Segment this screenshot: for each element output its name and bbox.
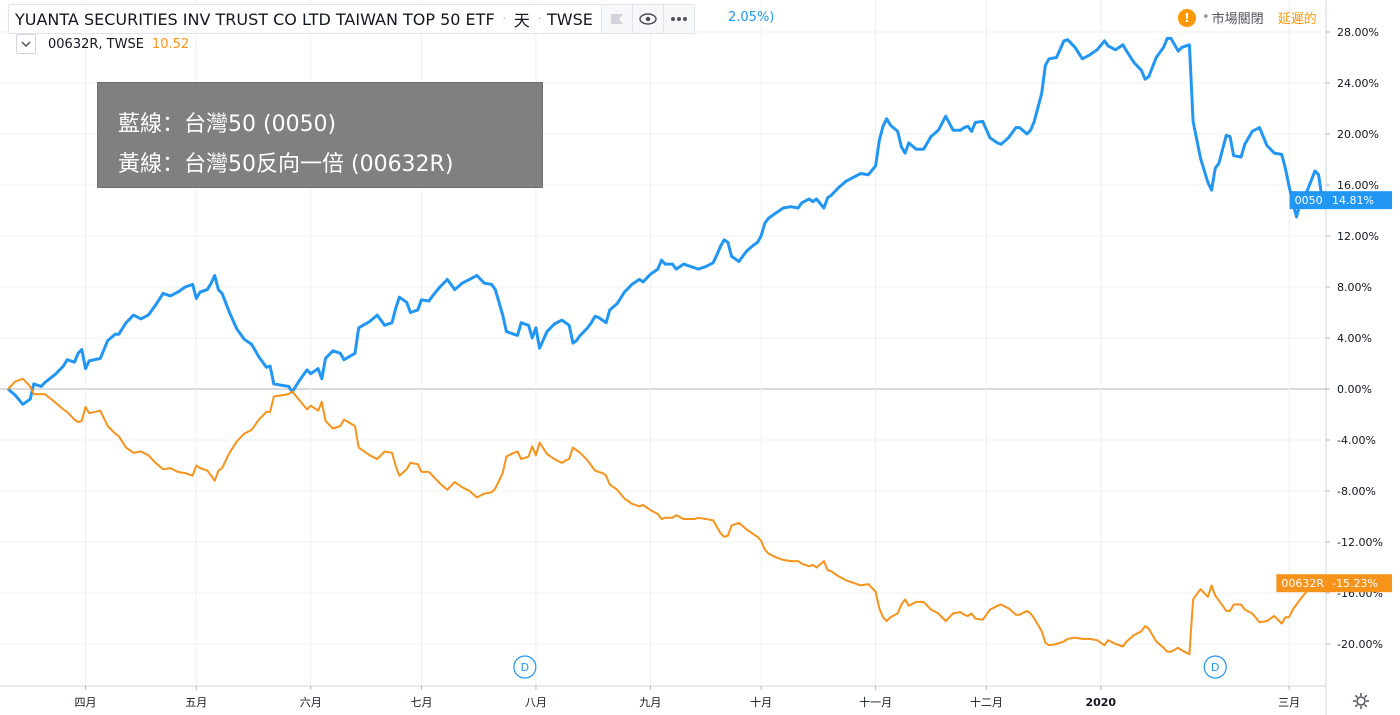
market-status[interactable]: ! • 市場關閉 延遲的	[1178, 8, 1317, 27]
x-tick-label-0: 四月	[75, 696, 97, 709]
x-tick-label-8: 十二月	[970, 695, 1003, 709]
settings-gear-icon[interactable]	[1350, 690, 1372, 712]
x-tick-label-4: 八月	[525, 696, 547, 709]
flag-icon	[610, 14, 623, 24]
y-tick-label-2: -12.00%	[1337, 536, 1383, 549]
dividend-event-label-0: D	[521, 661, 529, 674]
y-tick-label-5: 0.00%	[1337, 383, 1372, 396]
legend-change-value: 2.05%)	[728, 10, 775, 25]
x-tick-label-2: 六月	[300, 696, 322, 709]
annotation-line-2: 黃線：台灣50反向一倍 (00632R)	[118, 152, 454, 177]
y-tick-label-4: -4.00%	[1337, 434, 1376, 447]
y-tick-label-11: 24.00%	[1337, 77, 1379, 90]
status-dot: •	[1202, 10, 1210, 25]
y-tick-label-12: 28.00%	[1337, 26, 1379, 39]
annotation-line-1: 藍線：台灣50 (0050)	[118, 112, 337, 137]
legend-separator: ·	[502, 13, 506, 25]
y-tick-label-3: -8.00%	[1337, 485, 1376, 498]
x-tick-label-7: 十一月	[859, 695, 892, 709]
last-value-label-0: 14.81%	[1332, 194, 1374, 207]
symbol-legend[interactable]: YUANTA SECURITIES INV TRUST CO LTD TAIWA…	[8, 4, 695, 34]
y-tick-label-7: 8.00%	[1337, 281, 1372, 294]
delayed-label[interactable]: 延遲的	[1277, 12, 1317, 27]
eye-icon[interactable]	[631, 5, 663, 33]
y-tick-label-8: 12.00%	[1337, 230, 1379, 243]
more-options-icon[interactable]	[662, 5, 694, 33]
x-tick-label-5: 九月	[639, 696, 661, 709]
market-closed-label: 市場關閉	[1211, 12, 1264, 27]
sub-symbol-legend[interactable]: 00632R, TWSE 10.52	[16, 34, 189, 54]
x-tick-label-6: 十月	[750, 695, 772, 709]
y-tick-label-0: -20.00%	[1337, 638, 1383, 651]
x-tick-label-3: 七月	[410, 696, 432, 709]
interval-label: 天	[513, 11, 530, 30]
series-line-0050	[7, 36, 1324, 406]
last-value-tag-00632R: 00632R -15.23%	[1276, 574, 1392, 593]
exchange-label: TWSE	[547, 9, 593, 29]
legend-separator-2: ·	[537, 13, 542, 25]
sub-symbol-value: 10.52	[151, 36, 190, 52]
x-tick-label-10: 三月	[1278, 696, 1300, 709]
warning-icon[interactable]: !	[1178, 8, 1196, 27]
last-value-series-name-0: 0050	[1295, 194, 1323, 207]
dots-icon	[670, 17, 687, 21]
y-tick-label-10: 20.00%	[1337, 128, 1379, 141]
last-value-tag-0050: 0050 14.81%	[1289, 191, 1392, 210]
annotation-box[interactable]: 藍線：台灣50 (0050) 黃線：台灣50反向一倍 (00632R)	[97, 82, 543, 188]
y-tick-label-6: 4.00%	[1337, 332, 1372, 345]
dividend-event-icon-0[interactable]: D	[513, 655, 537, 679]
collapse-chevron-icon[interactable]	[16, 34, 36, 54]
dividend-event-label-1: D	[1211, 661, 1219, 674]
x-tick-label-1: 五月	[185, 696, 207, 709]
last-value-series-name-1: 00632R	[1281, 577, 1324, 590]
sub-symbol-label: 00632R, TWSE	[48, 36, 144, 52]
y-tick-label-9: 16.00%	[1337, 179, 1379, 192]
visibility-icon	[639, 13, 657, 25]
series-line-00632R	[7, 377, 1323, 656]
symbol-title: YUANTA SECURITIES INV TRUST CO LTD TAIWA…	[15, 9, 495, 29]
x-tick-label-9: 2020	[1085, 696, 1116, 709]
last-value-label-1: -15.23%	[1332, 577, 1378, 590]
dividend-event-icon-1[interactable]: D	[1203, 655, 1227, 679]
hide-series-icon[interactable]	[600, 5, 632, 33]
